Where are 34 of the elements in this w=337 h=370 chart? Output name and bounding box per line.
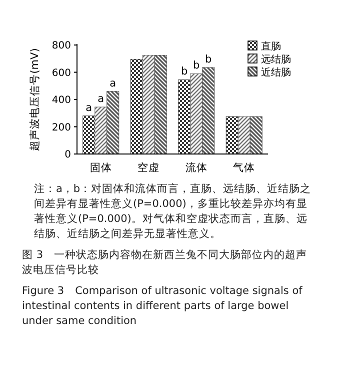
data-label: a <box>110 77 116 90</box>
data-label: a <box>98 92 104 105</box>
bar <box>238 116 250 154</box>
bar <box>142 54 155 154</box>
data-label: b <box>181 66 188 78</box>
legend-label: 近结肠 <box>261 66 291 78</box>
legend-label: 远结肠 <box>261 54 291 66</box>
data-label: b <box>193 60 200 72</box>
x-tick-label: 固体 <box>90 162 112 174</box>
text: 注：a，b：对固体和流体而言，直肠、远结肠、近结肠之间差异有显著性意义(P=0.000)，多重比较差异亦均有显著性意义(P=0.000)。对气体和空虚状态而言，直肠、远结肠、近结肠之间差异无显著性意义。 <box>34 182 312 242</box>
bar <box>82 116 96 154</box>
y-tick-label: 200 <box>52 122 71 134</box>
y-axis-title: 超声波电压信号(mV) <box>28 48 41 151</box>
y-tick-label: 600 <box>52 68 71 79</box>
data-label: a <box>86 102 92 114</box>
bar <box>202 67 215 154</box>
caption: Figure 3 Comparison of ultrasonic voltage signals of intestinal contents in different parts of large bowel under same condition <box>22 284 304 329</box>
bar <box>190 73 203 154</box>
bar <box>94 106 108 154</box>
bar <box>226 116 238 154</box>
bar <box>250 116 262 154</box>
bar <box>178 79 191 154</box>
legend-label: 直肠 <box>261 40 281 52</box>
x-tick-label: 空虚 <box>138 161 160 174</box>
caption: 图 3 一种状态肠内容物在新西兰兔不同大肠部位内的超声波电压信号比较 <box>22 248 308 278</box>
x-tick-label: 流体 <box>185 161 208 174</box>
y-tick-label: 400 <box>52 95 71 106</box>
y-tick-label: 800 <box>52 40 71 52</box>
x-tick-label: 气体 <box>233 162 256 174</box>
bar <box>106 91 120 154</box>
bar <box>154 54 167 154</box>
bar <box>130 59 143 154</box>
y-tick-label: 0 <box>64 150 71 160</box>
data-label: b <box>205 53 212 66</box>
